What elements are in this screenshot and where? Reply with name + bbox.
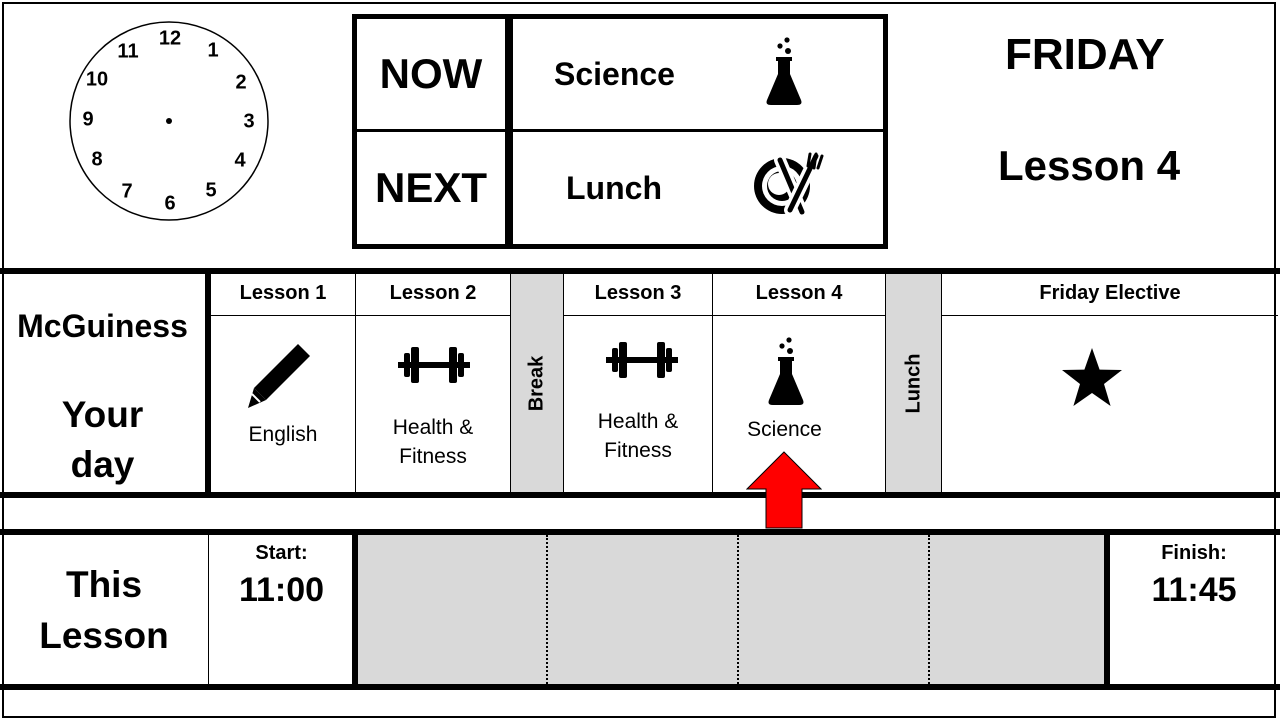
next-label: NEXT [374,164,487,211]
student-name: McGuiness [17,307,188,344]
break-column [511,274,563,492]
lesson-3-header: Lesson 3 [594,281,682,304]
lesson-1-header: Lesson 1 [239,281,327,304]
lesson-1-subject: English [248,423,318,446]
now-next-row-divider [352,129,888,132]
weekday-label: FRIDAY [1005,30,1165,79]
clock-number-5: 5 [205,179,216,201]
column-divider [510,274,511,492]
name-column-divider [205,274,211,492]
lesson-2-subject-line1: Health & [392,416,474,439]
lesson-3-subject-line1: Health & [597,410,679,433]
clock-number-8: 8 [91,148,102,170]
finish-time: 11:45 [1151,570,1237,609]
lesson-bar-bottom-border [0,684,1280,690]
column-divider [712,274,713,492]
lesson-progress-track [352,535,1110,684]
current-lesson-label: Lesson 4 [998,142,1181,189]
clock-number-7: 7 [121,180,132,202]
clock-number-2: 2 [235,71,246,93]
header-divider [564,315,885,316]
dumbbell-icon [606,342,678,378]
elective-header: Friday Elective [1039,281,1181,304]
this-lesson-title-line2: Lesson [39,615,169,656]
break-slot: Break [511,274,563,492]
lunch-label: Lunch [902,353,924,413]
progress-tick [546,535,548,684]
lunch-column [886,274,941,492]
now-subject: Science [554,56,675,92]
progress-tick [928,535,930,684]
schedule-bottom-border [0,492,1280,498]
pencil-icon [248,344,310,408]
flask-icon [768,337,804,405]
clock-number-9: 9 [82,108,93,130]
break-label: Break [525,355,548,411]
start-label: Start: [255,541,308,564]
lesson-bar-top-border [0,529,1280,535]
clock-number-3: 3 [243,110,254,132]
column-divider [355,274,356,492]
header-divider [942,315,1278,316]
your-day-caption-line2: day [70,444,135,485]
lesson-4-header: Lesson 4 [755,281,843,304]
lesson-3-subject-line2: Fitness [604,439,672,462]
clock-number-1: 1 [207,39,218,61]
clock-number-12: 12 [159,27,181,49]
column-divider [941,274,942,492]
up-arrow-icon [746,451,822,529]
this-lesson-title-line1: This [65,564,143,605]
progress-tick [737,535,739,684]
next-subject: Lunch [566,170,662,206]
lesson-2-subject-line2: Fitness [399,445,467,468]
schedule-top-border [0,268,1280,274]
plate-cutlery-icon [754,150,824,218]
clock-number-6: 6 [164,192,175,214]
clock-number-11: 11 [117,40,138,62]
lunch-slot: Lunch [886,274,941,492]
finish-label: Finish: [1161,541,1227,564]
lesson-2-header: Lesson 2 [389,281,477,304]
column-divider [208,535,209,684]
start-time: 11:00 [238,570,325,609]
analog-clock: 12 1 2 3 4 5 6 7 8 9 10 11 [69,21,269,221]
your-day-caption-line1: Your [61,394,144,435]
dumbbell-icon [398,347,470,383]
column-divider [563,274,564,492]
clock-number-10: 10 [86,68,108,90]
header-divider [211,315,510,316]
lesson-4-subject: Science [747,418,822,441]
clock-center [166,118,172,124]
clock-number-4: 4 [234,149,246,171]
now-label: NOW [379,50,483,97]
column-divider [885,274,886,492]
star-icon [1062,348,1122,406]
flask-icon [766,37,802,105]
